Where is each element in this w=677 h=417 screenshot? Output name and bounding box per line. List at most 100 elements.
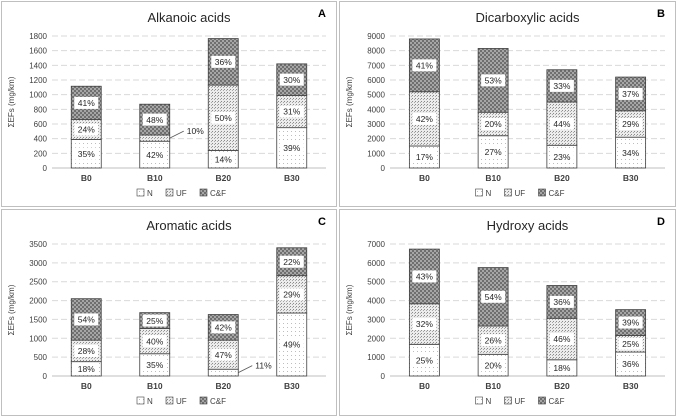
y-tick-label: 200	[34, 149, 48, 158]
y-tick-label: 0	[43, 164, 48, 173]
data-label: 42%	[416, 114, 433, 124]
data-label-box	[74, 362, 99, 375]
x-tick-label: B10	[147, 173, 163, 183]
data-label: 17%	[416, 152, 433, 162]
y-tick-label: 400	[34, 135, 48, 144]
data-label: 29%	[283, 290, 300, 300]
data-label: 35%	[146, 360, 163, 370]
data-label: 25%	[146, 316, 163, 326]
data-label: 49%	[283, 340, 300, 350]
y-tick-label: 6000	[367, 259, 385, 268]
data-label-box	[142, 314, 167, 327]
data-label-box	[74, 313, 99, 326]
data-label-box	[481, 145, 506, 158]
x-tick-label: B20	[554, 173, 570, 183]
data-label-box	[549, 117, 574, 130]
data-label-box	[481, 359, 506, 372]
legend-swatch-cf	[538, 396, 546, 405]
data-label-leader	[169, 130, 184, 139]
data-label-box	[549, 79, 574, 92]
y-tick-label: 1400	[29, 61, 47, 70]
legend-swatch-n	[136, 396, 145, 405]
data-label: 33%	[553, 81, 570, 91]
x-tick-label: B20	[215, 173, 231, 183]
data-label-box	[142, 113, 167, 126]
data-label-box	[412, 270, 437, 283]
legend-swatch-cf	[199, 396, 208, 405]
data-label: 35%	[78, 149, 95, 159]
y-tick-label: 2500	[29, 278, 47, 287]
x-tick-label: B30	[284, 173, 300, 183]
y-tick-label: 4000	[367, 105, 385, 114]
legend-label: N	[147, 189, 153, 198]
data-label: 40%	[146, 336, 163, 346]
data-label-box	[279, 288, 304, 301]
data-label: 39%	[622, 318, 639, 328]
chart-svg-b: Dicarboxylic acids B010002000300040005000…	[345, 8, 665, 198]
data-label-box	[549, 295, 574, 308]
data-label: 44%	[553, 119, 570, 129]
data-label-box	[211, 321, 236, 334]
data-label-box	[618, 337, 643, 350]
data-label-box	[142, 335, 167, 348]
y-axis-label: ΣEFs (mg/km)	[345, 284, 354, 335]
legend-label: N	[486, 397, 492, 406]
data-label-box	[412, 354, 437, 367]
bar-segment-uf	[139, 134, 171, 142]
data-label: 43%	[416, 272, 433, 282]
panel-letter: D	[657, 216, 665, 228]
y-tick-label: 2000	[367, 135, 385, 144]
y-tick-label: 3000	[367, 315, 385, 324]
chart-title: Alkanoic acids	[147, 10, 231, 25]
data-label-box	[549, 333, 574, 346]
data-label: 50%	[215, 113, 232, 123]
y-tick-label: 8000	[367, 47, 385, 56]
data-label-box	[412, 318, 437, 331]
data-label-box	[412, 112, 437, 125]
y-tick-label: 1800	[29, 32, 47, 41]
y-tick-label: 1000	[29, 334, 47, 343]
data-label: 34%	[622, 148, 639, 158]
legend-label: UF	[176, 397, 187, 406]
data-label: 10%	[187, 126, 204, 136]
chart-svg-d: Hydroxy acids D 0 1000 2000 3000 4000 5000 6000 7…	[345, 216, 665, 406]
data-label-box	[618, 358, 643, 371]
legend-swatch-n	[136, 188, 145, 197]
y-tick-label: 1200	[29, 76, 47, 85]
y-axis-label: ΣEFs (mg/km)	[7, 76, 16, 127]
y-tick-label: 7000	[367, 240, 385, 249]
legend-label: C&F	[549, 397, 565, 406]
data-label: 27%	[485, 147, 502, 157]
data-label-box	[481, 334, 506, 347]
data-label-box	[74, 147, 99, 160]
x-tick-label: B20	[215, 381, 231, 391]
data-label-box	[618, 146, 643, 159]
x-tick-label: B30	[284, 381, 300, 391]
x-tick-label: B20	[554, 381, 570, 391]
bar-segment-n	[207, 368, 239, 377]
data-label: 46%	[553, 334, 570, 344]
x-tick-label: B10	[485, 173, 501, 183]
data-label: 22%	[283, 257, 300, 267]
y-tick-label: 1000	[367, 353, 385, 362]
data-label-box	[412, 59, 437, 72]
chart-panel-d: Hydroxy acids D 0 1000 2000 3000 4000 5000 6000 7…	[339, 209, 676, 416]
data-label: 36%	[553, 297, 570, 307]
y-axis-label: ΣEFs (mg/km)	[345, 76, 354, 127]
x-tick-label: B0	[81, 381, 92, 391]
y-tick-label: 2000	[367, 334, 385, 343]
data-label: 31%	[283, 107, 300, 117]
legend-swatch-cf	[538, 188, 546, 197]
data-label: 20%	[485, 360, 502, 370]
chart-panel-c: Aromatic acids C 0 500 1000 1500 2000 2500 3000 3…	[1, 209, 337, 416]
data-label-box	[142, 148, 167, 161]
legend-swatch-uf	[504, 396, 512, 405]
y-tick-label: 6000	[367, 76, 385, 85]
data-label: 53%	[485, 76, 502, 86]
data-label-box	[412, 151, 437, 163]
data-label: 41%	[78, 98, 95, 108]
y-tick-label: 1000	[29, 91, 47, 100]
data-label-leader	[238, 365, 253, 373]
y-tick-label: 3500	[29, 240, 47, 249]
x-tick-label: B10	[147, 381, 163, 391]
